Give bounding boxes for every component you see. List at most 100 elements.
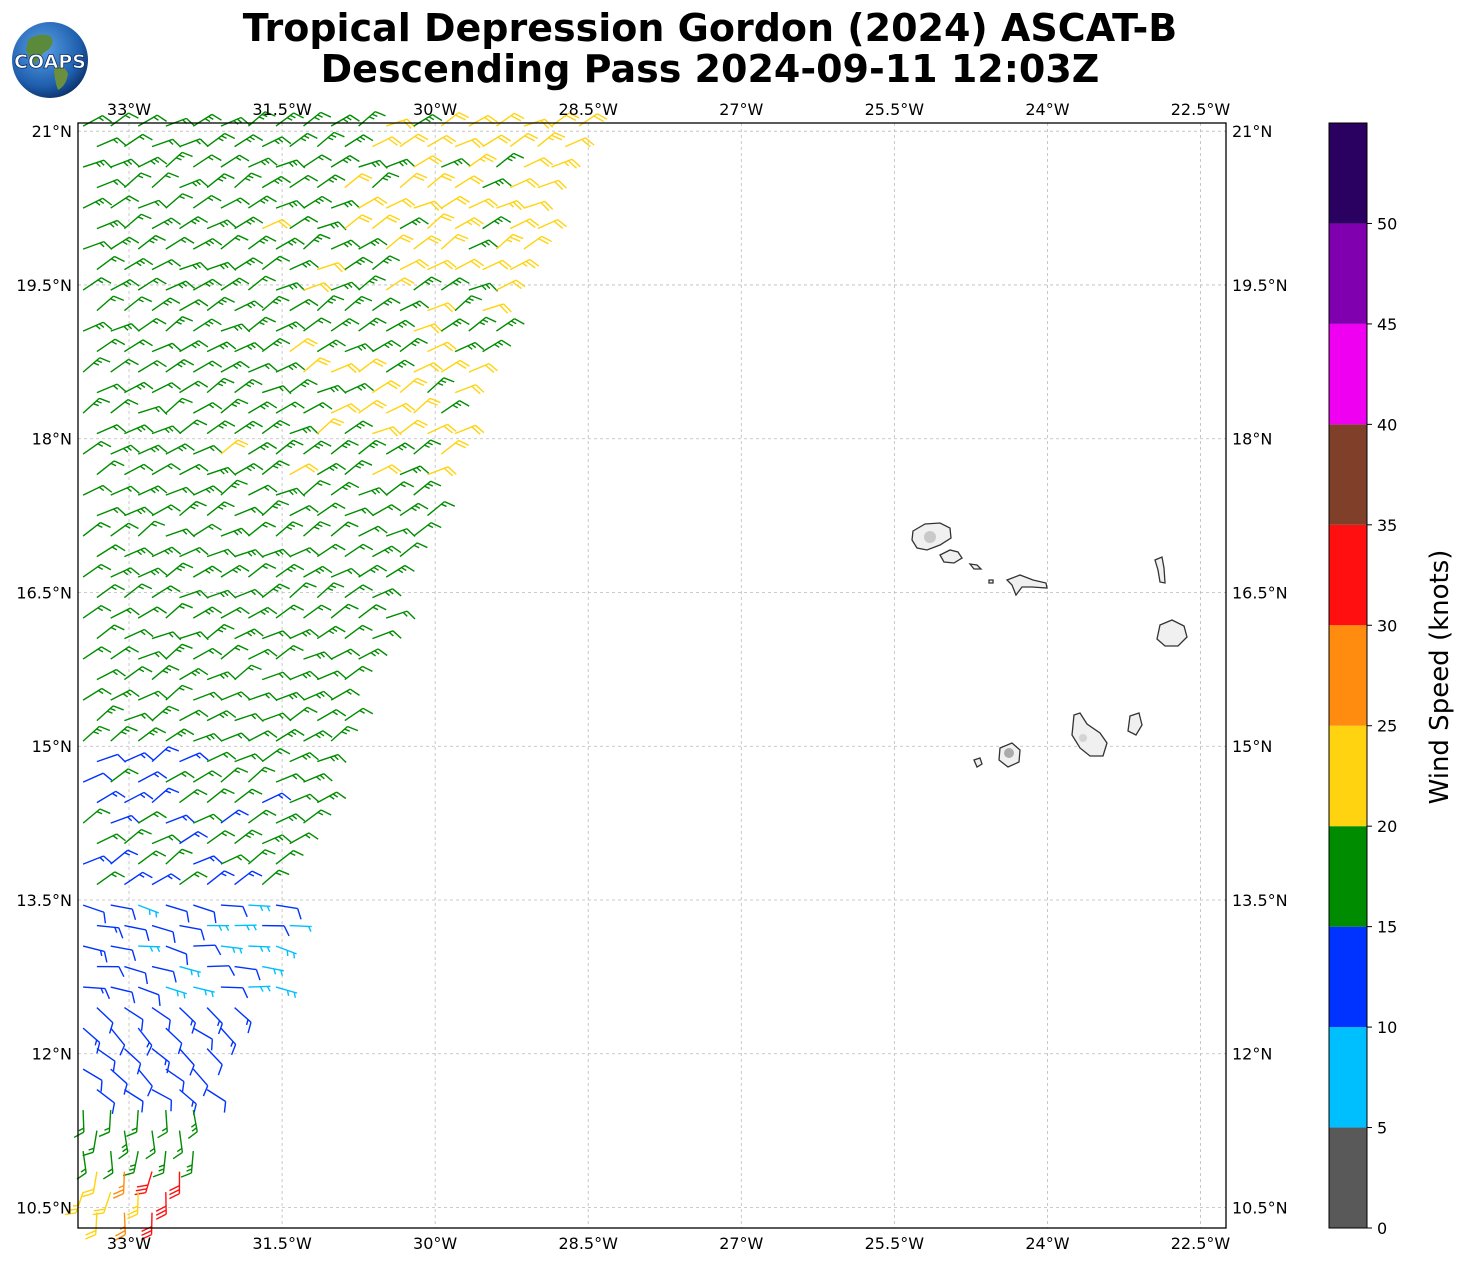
wind-barb <box>275 159 306 169</box>
wind-barb <box>358 525 388 537</box>
wind-barb <box>220 986 249 999</box>
colorbar-bin <box>1329 625 1367 726</box>
wind-barb <box>275 849 304 865</box>
wind-barb <box>496 318 525 332</box>
wind-barb <box>151 873 181 886</box>
colorbar-tick-label: 20 <box>1377 817 1397 836</box>
wind-barb <box>123 213 152 230</box>
wind-barb <box>82 159 113 169</box>
wind-barb <box>385 197 416 209</box>
wind-barb <box>165 848 193 865</box>
wind-barb <box>261 834 292 845</box>
wind-barb <box>206 1007 223 1035</box>
wind-barb <box>289 752 319 763</box>
lat-tick-label-left: 18°N <box>32 430 72 449</box>
wind-barb <box>220 732 251 742</box>
wind-barb <box>220 323 251 333</box>
wind-barb <box>454 384 485 395</box>
wind-barb <box>344 214 373 230</box>
wind-barb <box>316 295 345 312</box>
colorbar-bin <box>1329 1027 1367 1128</box>
wind-barb <box>275 904 302 920</box>
wind-barb <box>523 200 554 212</box>
wind-barb <box>82 725 111 742</box>
wind-barb <box>151 217 181 230</box>
wind-barb <box>126 1110 139 1137</box>
wind-barb <box>110 279 140 291</box>
wind-barb <box>155 1192 167 1220</box>
wind-barb <box>180 1151 194 1178</box>
wind-barb <box>193 813 223 824</box>
wind-barb <box>440 233 469 250</box>
wind-barb <box>179 831 208 845</box>
wind-barb <box>110 945 137 962</box>
wind-barb <box>206 132 236 148</box>
wind-barb <box>358 159 388 169</box>
wind-barb <box>468 362 499 373</box>
wind-barb <box>440 359 470 373</box>
wind-barb <box>179 261 209 271</box>
wind-barb <box>165 986 187 999</box>
wind-barb <box>179 340 209 353</box>
wind-barb <box>385 481 415 496</box>
wind-barb <box>82 563 112 578</box>
wind-barb <box>96 424 127 435</box>
wind-barb <box>206 751 237 763</box>
wind-barb <box>344 343 375 353</box>
lat-tick-label-left: 10.5°N <box>16 1198 72 1217</box>
wind-barb <box>178 1048 195 1076</box>
wind-barb <box>192 647 223 660</box>
colorbar-bin <box>1329 926 1367 1028</box>
wind-barb <box>454 295 483 312</box>
wind-barb <box>151 787 180 804</box>
lon-tick-label-top: 27°W <box>719 100 763 119</box>
wind-barb <box>317 221 347 231</box>
wind-barb <box>137 650 168 660</box>
wind-barb <box>124 133 153 148</box>
wind-barb <box>413 439 442 455</box>
wind-barb <box>248 606 278 619</box>
wind-barb <box>96 965 125 977</box>
wind-barb <box>440 400 470 414</box>
wind-barb <box>137 520 166 537</box>
wind-barb <box>247 521 276 537</box>
wind-barb <box>482 178 512 189</box>
wind-barb <box>124 547 154 558</box>
wind-barb <box>316 131 345 148</box>
wind-barb <box>206 377 235 394</box>
wind-barb <box>330 567 361 578</box>
wind-barb <box>192 318 222 332</box>
wind-barb <box>206 1048 223 1076</box>
wind-barb <box>137 444 168 455</box>
colorbar-tick-label: 25 <box>1377 717 1397 736</box>
wind-barb <box>206 219 237 230</box>
wind-barb <box>303 521 331 537</box>
wind-barb <box>165 151 193 168</box>
colorbar-label: Wind Speed (knots) <box>1425 550 1455 805</box>
wind-barb <box>303 111 332 127</box>
wind-barb <box>372 426 402 437</box>
wind-barb <box>220 479 248 496</box>
wind-barb <box>124 257 154 271</box>
wind-barb <box>137 360 167 373</box>
wind-barb <box>82 197 113 209</box>
wind-barb <box>261 255 291 271</box>
wind-barb <box>220 527 251 537</box>
wind-barb <box>179 500 207 517</box>
wind-barb <box>413 397 441 414</box>
wind-barb <box>399 542 428 558</box>
wind-barb <box>399 465 430 476</box>
wind-barb <box>496 279 526 291</box>
wind-barb <box>165 193 194 209</box>
wind-barb <box>468 153 497 168</box>
wind-barb <box>234 172 262 189</box>
wind-barb <box>344 173 373 189</box>
wind-barb <box>165 562 194 578</box>
wind-barb <box>206 501 235 517</box>
colorbar-bin <box>1329 725 1367 827</box>
wind-barb <box>330 281 361 291</box>
wind-barb <box>234 1007 252 1034</box>
wind-barb <box>165 684 193 701</box>
wind-barb <box>468 282 499 292</box>
wind-barb <box>275 728 305 742</box>
